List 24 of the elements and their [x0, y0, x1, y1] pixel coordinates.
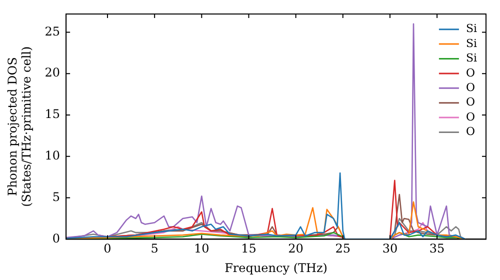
legend-label: Si	[466, 36, 478, 50]
y-tick-label: 10	[44, 148, 60, 163]
y-tick-label: 5	[52, 190, 60, 204]
x-tick-label: 35	[429, 242, 445, 256]
y-tick-label: 25	[44, 24, 60, 38]
x-tick-label: 25	[335, 242, 351, 256]
legend-label: Si	[466, 52, 478, 65]
y-axis-title: Phonon projected DOS (States/THz·primitive cell)	[5, 46, 34, 207]
legend-label: O	[466, 110, 475, 124]
x-tick-label: 5	[150, 242, 158, 256]
x-tick-label: 30	[382, 242, 398, 256]
legend-label: Si	[466, 22, 478, 36]
legend-label: O	[466, 81, 475, 94]
y-tick-label: 0	[52, 231, 60, 246]
x-axis-title: Frequency (THz)	[224, 260, 328, 275]
y-tick-label: 20	[44, 66, 60, 80]
x-tick-label: 0	[104, 242, 112, 256]
x-tick-label: 20	[288, 242, 304, 256]
x-tick-label: 15	[241, 242, 256, 256]
legend-label: O	[466, 66, 475, 80]
legend-label: O	[466, 96, 475, 109]
x-tick-label: 10	[194, 242, 210, 256]
legend-label: O	[466, 125, 475, 138]
y-tick-label: 15	[44, 107, 60, 122]
